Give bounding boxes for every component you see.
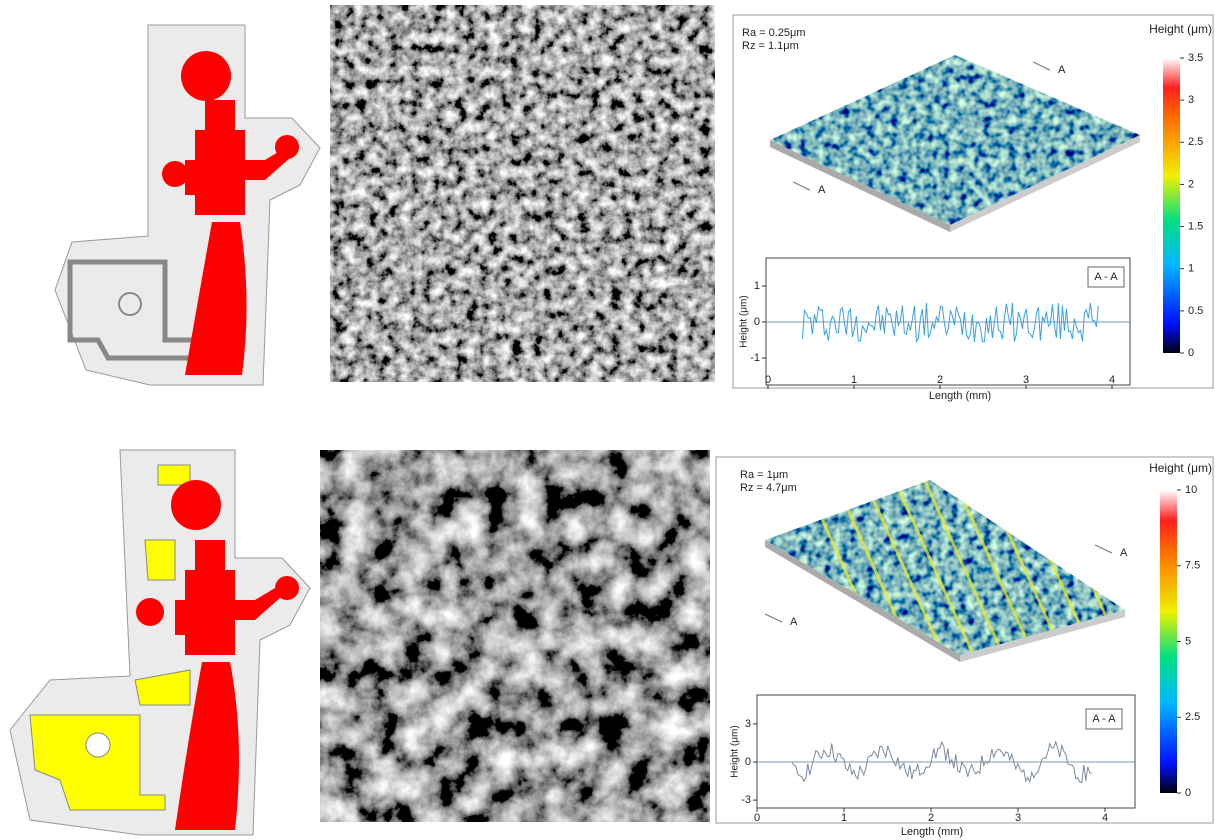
schematic-1 bbox=[55, 25, 320, 385]
part-hole bbox=[86, 733, 110, 757]
colorbar-tick-label: 2.5 bbox=[1185, 711, 1200, 723]
colorbar-tick-label: 7.5 bbox=[1185, 560, 1200, 572]
region-yellow bbox=[145, 540, 175, 580]
colorbar-tick-label: 3 bbox=[1188, 94, 1194, 106]
x-tick-label: 4 bbox=[1109, 374, 1115, 386]
colorbar-tick-label: 3.5 bbox=[1188, 52, 1203, 64]
profile-label: A - A bbox=[1094, 271, 1118, 283]
colorbar bbox=[1160, 490, 1177, 793]
y-tick-label: -3 bbox=[741, 794, 751, 806]
region-red bbox=[181, 51, 231, 101]
colorbar-tick-label: 1 bbox=[1188, 263, 1194, 275]
x-tick-label: 4 bbox=[1102, 812, 1108, 824]
colorbar-tick-label: 5 bbox=[1185, 635, 1191, 647]
colorbar-tick-label: 0 bbox=[1185, 787, 1191, 799]
sem-image bbox=[330, 5, 715, 382]
region-red bbox=[275, 135, 299, 159]
colorbar-tick-label: 0 bbox=[1188, 347, 1194, 359]
sem-image bbox=[320, 450, 710, 822]
colorbar-title: Height (μm) bbox=[1149, 22, 1212, 36]
roughness-label: Ra = 0.25μm bbox=[742, 27, 806, 39]
page: Ra = 0.25μmRz = 1.1μm Height (μm) 3.5 3 2.5 2… bbox=[0, 0, 1215, 840]
roughness-label: Rz = 4.7μm bbox=[740, 482, 797, 494]
y-axis-label: Height (μm) bbox=[730, 725, 741, 777]
x-tick-label: 1 bbox=[841, 812, 847, 824]
x-tick-label: 1 bbox=[851, 374, 857, 386]
y-tick-label: 0 bbox=[754, 316, 760, 328]
region-yellow bbox=[158, 465, 190, 485]
region-red bbox=[171, 480, 221, 530]
section-label: A bbox=[1058, 64, 1066, 76]
y-tick-label: -1 bbox=[750, 352, 760, 364]
colorbar-tick-label: 10 bbox=[1185, 484, 1197, 496]
colorbar bbox=[1163, 58, 1180, 353]
x-axis-label: Length (mm) bbox=[901, 826, 963, 838]
colorbar-tick-label: 2 bbox=[1188, 178, 1194, 190]
schematic-2 bbox=[10, 450, 310, 835]
profile-label: A - A bbox=[1092, 713, 1116, 725]
region-red bbox=[136, 598, 164, 626]
section-label: A bbox=[1120, 547, 1128, 559]
section-label: A bbox=[790, 616, 798, 628]
colorbar-tick-label: 2.5 bbox=[1188, 136, 1203, 148]
x-tick-label: 0 bbox=[765, 374, 771, 386]
region-red bbox=[162, 161, 188, 187]
colorbar-title: Height (μm) bbox=[1149, 461, 1212, 475]
y-axis-label: Height (μm) bbox=[739, 295, 750, 347]
x-tick-label: 2 bbox=[928, 812, 934, 824]
x-tick-label: 3 bbox=[1015, 812, 1021, 824]
figure: Ra = 0.25μmRz = 1.1μm Height (μm) 3.5 3 2.5 2… bbox=[0, 0, 1215, 840]
x-tick-label: 2 bbox=[937, 374, 943, 386]
y-tick-label: 1 bbox=[754, 280, 760, 292]
colorbar-tick-label: 0.5 bbox=[1188, 305, 1203, 317]
y-tick-label: 3 bbox=[745, 718, 751, 730]
x-tick-label: 0 bbox=[754, 812, 760, 824]
y-tick-label: 0 bbox=[745, 756, 751, 768]
section-label: A bbox=[818, 184, 826, 196]
colorbar-tick-label: 1.5 bbox=[1188, 220, 1203, 232]
x-tick-label: 3 bbox=[1023, 374, 1029, 386]
region-red bbox=[275, 576, 299, 600]
roughness-label: Rz = 1.1μm bbox=[742, 40, 799, 52]
profile-frame bbox=[757, 695, 1135, 808]
roughness-label: Ra = 1μm bbox=[740, 469, 788, 481]
x-axis-label: Length (mm) bbox=[929, 390, 991, 402]
